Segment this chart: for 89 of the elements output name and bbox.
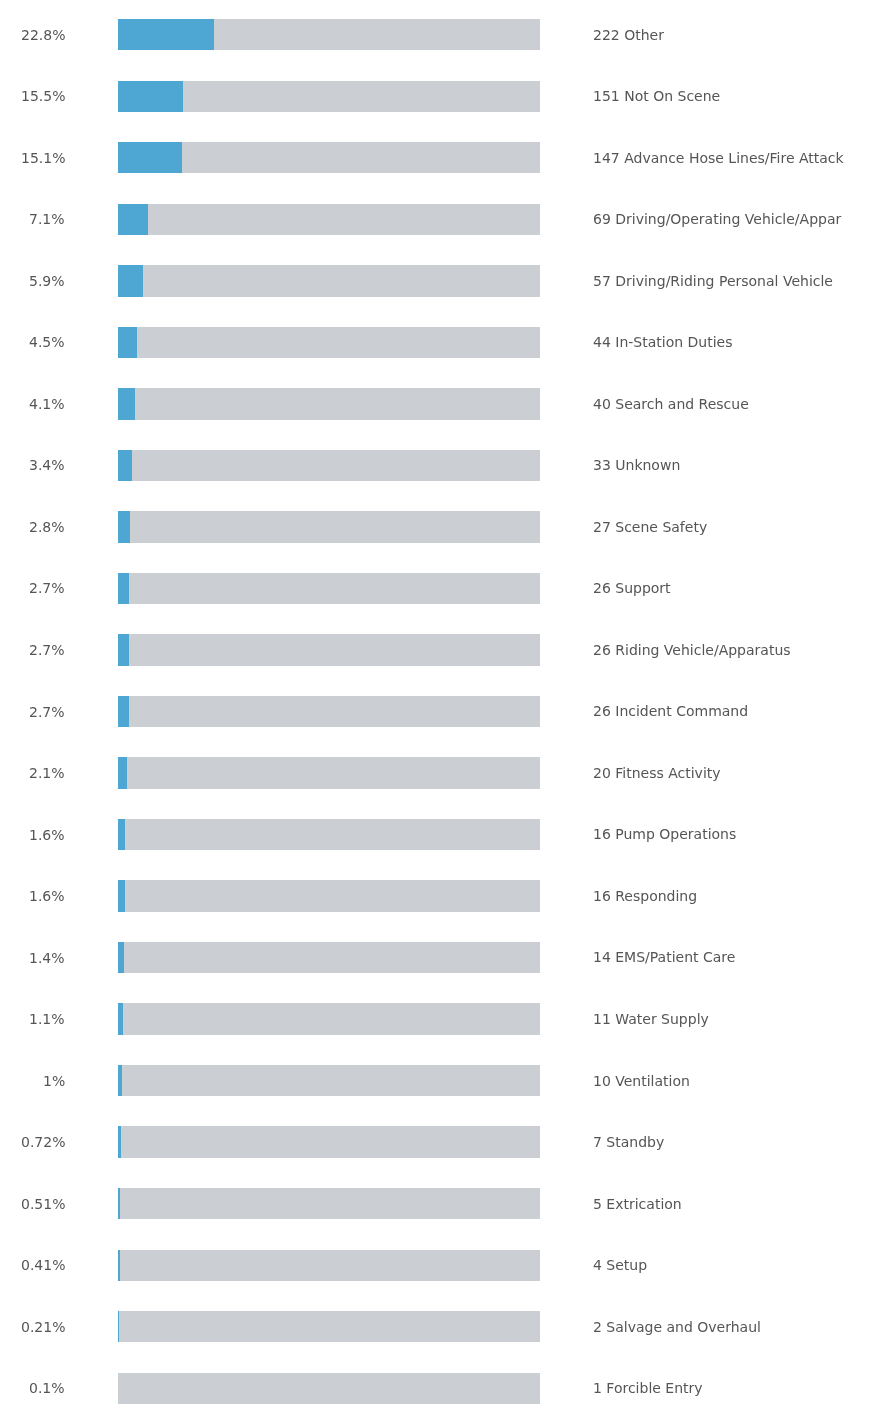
bar xyxy=(214,19,540,51)
data-label: 1% xyxy=(43,1073,66,1089)
data-label: 1.4% xyxy=(29,950,65,966)
y-tick-label: 26 Incident Command xyxy=(593,703,749,720)
y-tick-label: 151 Not On Scene xyxy=(593,88,721,105)
data-label: 7.1% xyxy=(29,211,65,227)
y-tick-label: 26 Support xyxy=(593,580,672,597)
y-tick-label: 11 Water Supply xyxy=(593,1011,709,1028)
data-label: 1.6% xyxy=(29,827,65,843)
y-tick-label: 4 Setup xyxy=(593,1257,648,1274)
data-label: 2.8% xyxy=(29,519,65,535)
data-label: 3.4% xyxy=(29,457,65,473)
data-label: 4.1% xyxy=(29,396,65,412)
bar xyxy=(118,634,130,666)
bar xyxy=(122,1064,540,1097)
bar xyxy=(118,388,136,420)
data-label: 0.41% xyxy=(21,1257,66,1273)
bar xyxy=(118,142,182,174)
bar xyxy=(136,326,540,359)
bar xyxy=(119,1249,540,1281)
bar xyxy=(118,265,143,297)
bar xyxy=(124,818,540,851)
data-label: 4.5% xyxy=(29,334,65,350)
y-tick-label: 10 Ventilation xyxy=(593,1072,690,1089)
bar xyxy=(120,1187,540,1220)
y-tick-label: 1 Forcible Entry xyxy=(593,1380,703,1397)
bar xyxy=(183,80,540,112)
bar xyxy=(124,880,540,912)
bar xyxy=(122,1003,540,1035)
data-label: 0.21% xyxy=(21,1319,66,1335)
bar xyxy=(118,818,125,851)
y-tick-label: 69 Driving/Operating Vehicle/Appar xyxy=(593,211,842,228)
bar xyxy=(142,265,540,297)
bar xyxy=(118,695,130,728)
y-tick-label: 14 EMS/Patient Care xyxy=(593,949,736,966)
y-tick-label: 5 Extrication xyxy=(593,1195,682,1212)
data-label: 2.1% xyxy=(29,765,65,781)
bar xyxy=(118,572,130,605)
bar xyxy=(129,695,540,728)
bar xyxy=(118,1126,122,1158)
data-label: 2.7% xyxy=(29,642,65,658)
y-tick-label: 222 Other xyxy=(593,26,665,43)
bar xyxy=(132,449,540,482)
y-tick-label: 16 Responding xyxy=(593,887,698,904)
y-tick-label: 2 Salvage and Overhaul xyxy=(593,1318,761,1335)
y-tick-label: 44 In-Station Duties xyxy=(593,334,733,351)
bar xyxy=(129,634,540,666)
y-tick-label: 57 Driving/Riding Personal Vehicle xyxy=(593,272,833,289)
bar xyxy=(118,1187,121,1220)
data-label: 0.51% xyxy=(21,1196,66,1212)
data-label: 5.9% xyxy=(29,273,65,289)
bar xyxy=(118,449,133,482)
y-tick-label: 26 Riding Vehicle/Apparatus xyxy=(593,641,791,658)
y-tick-label: 40 Search and Rescue xyxy=(593,395,749,412)
y-tick-label: 20 Fitness Activity xyxy=(593,764,721,781)
data-label: 1.1% xyxy=(29,1011,65,1027)
y-tick-label: 27 Scene Safety xyxy=(593,518,708,535)
y-tick-label: 147 Advance Hose Lines/Fire Attack xyxy=(593,149,845,166)
bar xyxy=(135,388,540,420)
data-label: 0.1% xyxy=(29,1380,65,1396)
bar xyxy=(118,80,184,112)
y-tick-label: 33 Unknown xyxy=(593,457,681,474)
data-label: 2.7% xyxy=(29,580,65,596)
bar xyxy=(118,941,124,974)
bar xyxy=(118,757,127,789)
y-tick-label: 7 Standby xyxy=(593,1134,665,1151)
bar xyxy=(147,203,540,236)
data-label: 1.6% xyxy=(29,888,65,904)
data-label: 2.7% xyxy=(29,704,65,720)
bar xyxy=(123,941,540,974)
bar xyxy=(118,203,148,236)
data-label: 15.1% xyxy=(21,150,66,166)
bar xyxy=(118,1064,123,1097)
data-label: 22.8% xyxy=(21,27,66,43)
bar xyxy=(118,19,215,51)
bar xyxy=(118,1003,123,1035)
bar xyxy=(129,511,540,543)
bar xyxy=(118,1372,540,1404)
y-tick-label: 16 Pump Operations xyxy=(593,826,737,843)
bar xyxy=(118,880,125,912)
bar xyxy=(118,326,137,359)
data-label: 15.5% xyxy=(21,88,66,104)
bar xyxy=(126,757,540,789)
data-label: 0.72% xyxy=(21,1134,66,1150)
bar xyxy=(181,142,540,174)
bar xyxy=(129,572,540,605)
bar xyxy=(118,511,130,543)
bar xyxy=(118,1311,540,1343)
bar xyxy=(121,1126,540,1158)
